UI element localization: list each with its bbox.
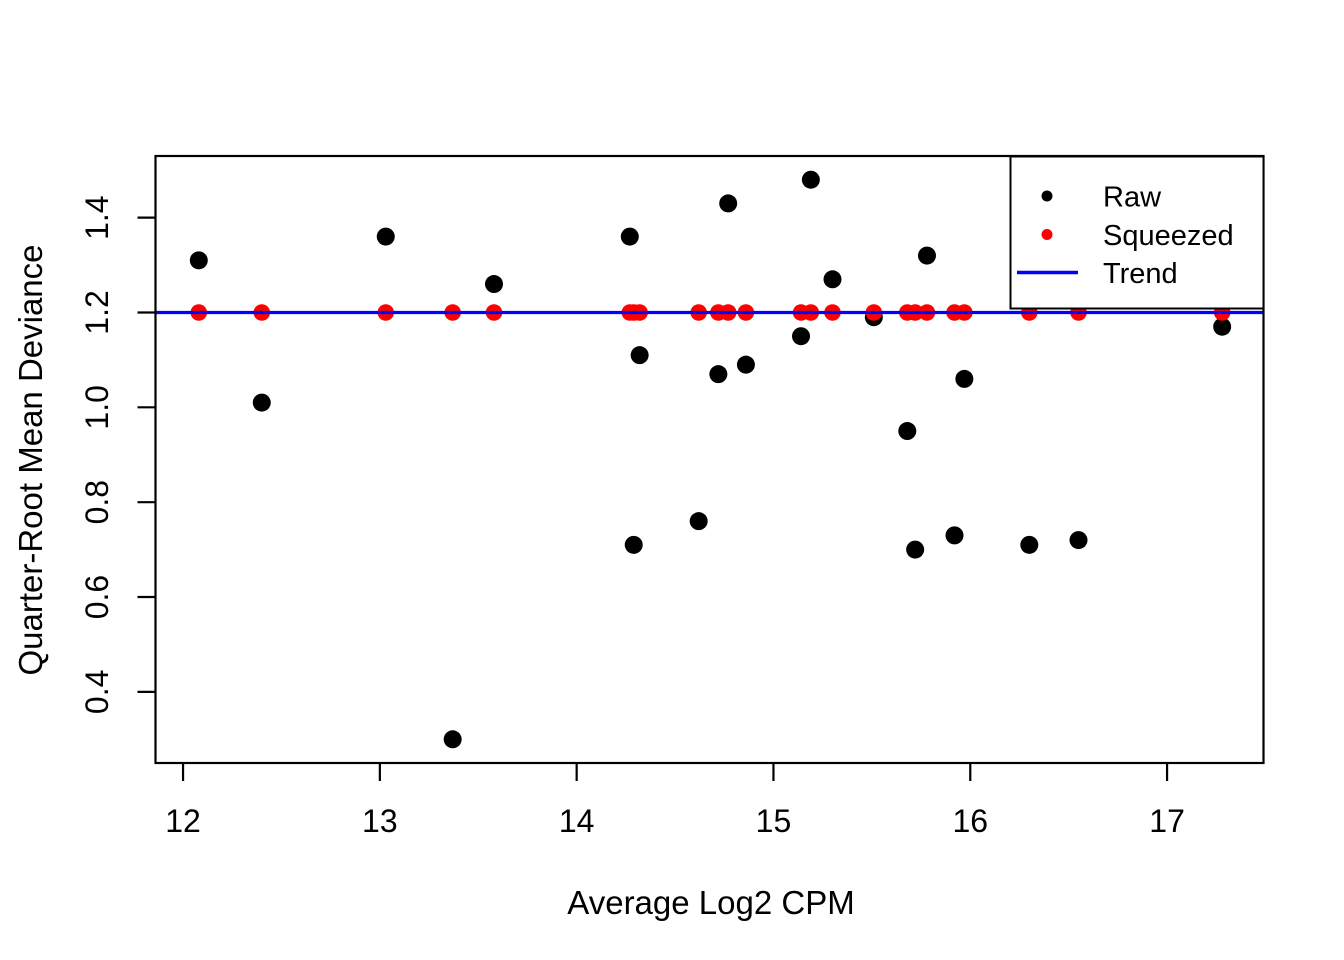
raw-point xyxy=(945,526,964,545)
y-tick-label: 0.4 xyxy=(79,670,115,714)
raw-point xyxy=(620,227,639,246)
legend-marker-raw-icon xyxy=(1041,190,1053,202)
y-tick-label: 0.8 xyxy=(79,480,115,524)
raw-point xyxy=(624,535,643,554)
legend-box xyxy=(1009,155,1265,310)
raw-point xyxy=(443,730,462,749)
raw-point xyxy=(709,365,728,384)
raw-point xyxy=(898,422,917,441)
raw-point xyxy=(955,369,974,388)
x-tick-label: 16 xyxy=(952,803,988,839)
raw-point xyxy=(823,270,842,289)
y-tick-label: 1.0 xyxy=(79,385,115,429)
raw-point xyxy=(801,170,820,189)
x-tick-label: 12 xyxy=(165,803,201,839)
plot-box xyxy=(154,154,1265,765)
y-axis-title: Quarter-Root Mean Deviance xyxy=(12,244,49,676)
raw-point xyxy=(485,275,504,294)
y-tick-label: 0.6 xyxy=(79,575,115,619)
y-tick-label: 1.4 xyxy=(79,195,115,239)
x-tick-label: 15 xyxy=(756,803,792,839)
raw-point xyxy=(736,355,755,374)
raw-point xyxy=(376,227,395,246)
x-tick-label: 14 xyxy=(559,803,595,839)
x-tick-label: 17 xyxy=(1149,803,1185,839)
legend-label-raw: Raw xyxy=(1103,182,1162,214)
raw-point xyxy=(1069,531,1088,550)
legend-marker-squeezed-icon xyxy=(1041,229,1053,240)
raw-point xyxy=(906,540,925,559)
raw-point xyxy=(252,393,271,412)
x-axis-title: Average Log2 CPM xyxy=(567,884,855,921)
legend-label-squeezed: Squeezed xyxy=(1103,220,1234,252)
raw-point xyxy=(792,327,811,346)
legend-label-trend: Trend xyxy=(1103,258,1178,290)
x-tick-label: 13 xyxy=(362,803,398,839)
raw-point xyxy=(719,194,738,213)
raw-point xyxy=(689,512,708,531)
raw-point xyxy=(1020,535,1039,554)
raw-point xyxy=(189,251,208,270)
raw-point xyxy=(630,346,649,365)
raw-point xyxy=(1213,317,1232,336)
y-tick-label: 1.2 xyxy=(79,290,115,334)
raw-point xyxy=(917,246,936,265)
